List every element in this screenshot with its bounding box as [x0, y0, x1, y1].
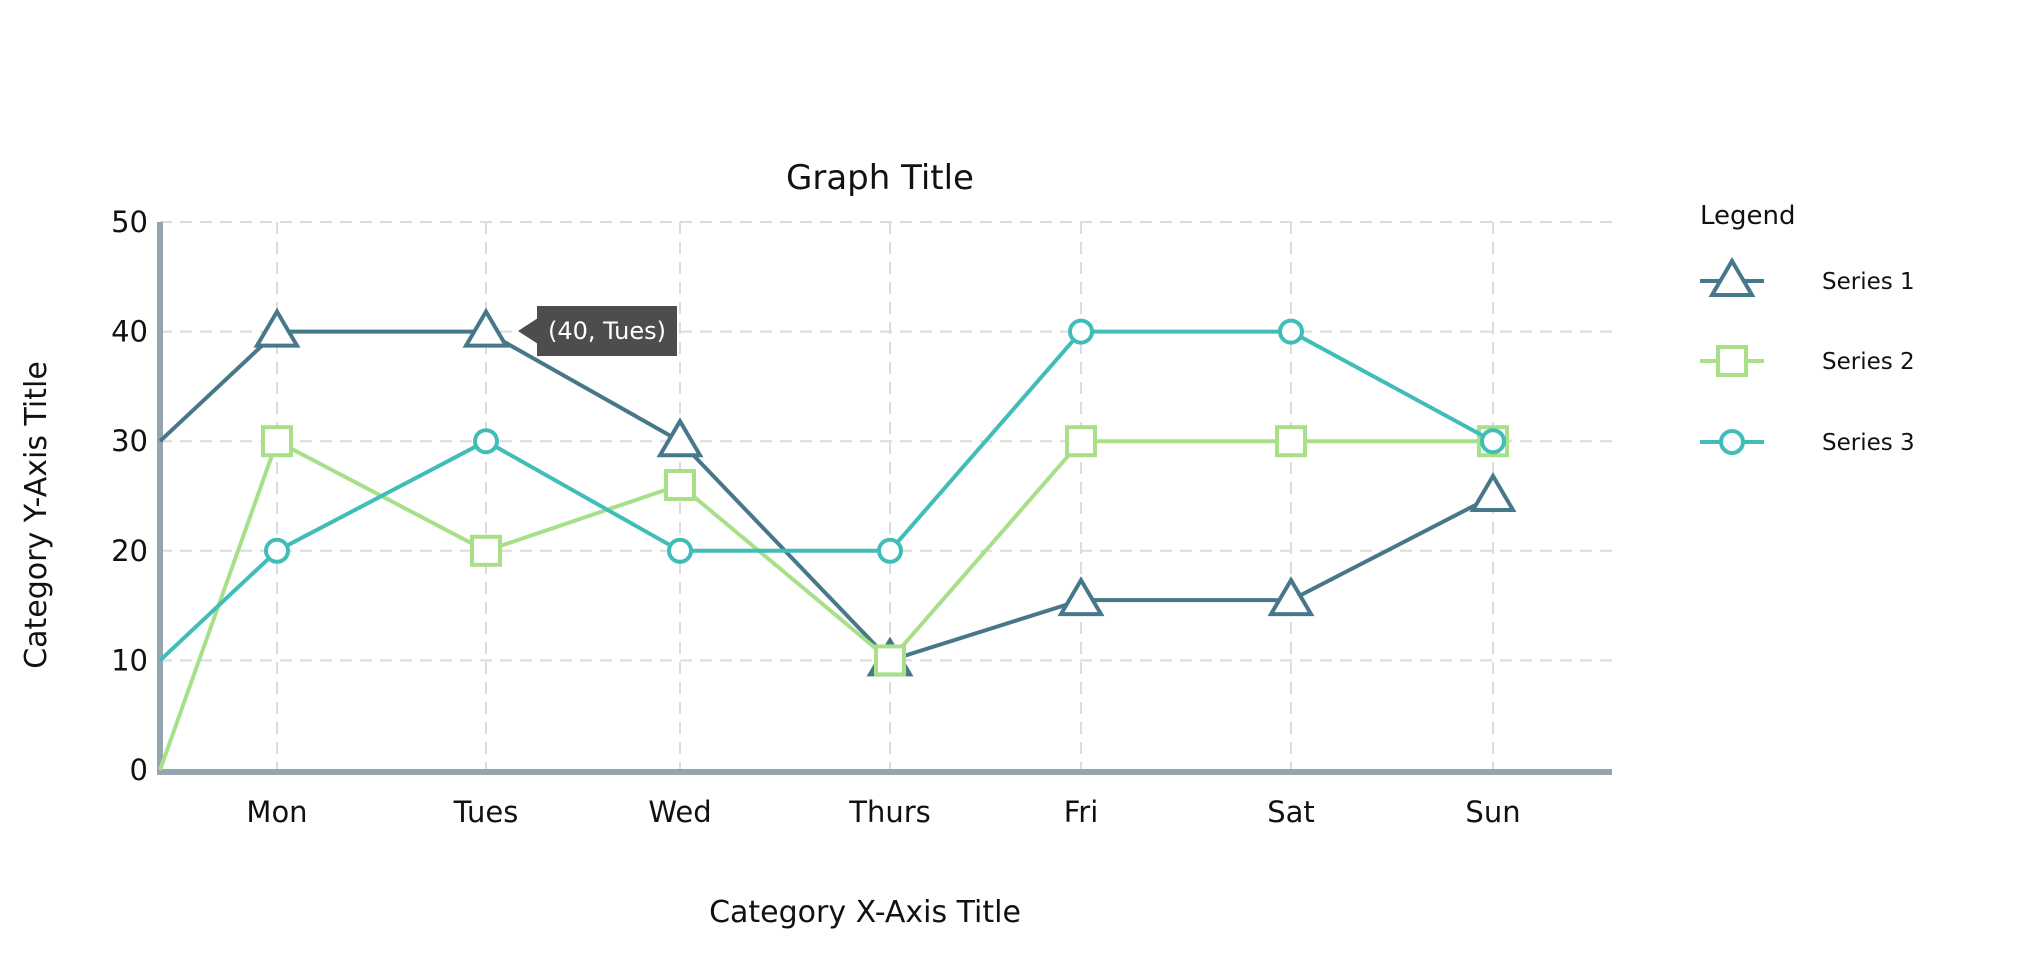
x-tick-label: Fri — [1064, 795, 1099, 829]
tooltip-text: (40, Tues) — [548, 317, 666, 345]
x-tick-label: Mon — [246, 795, 307, 829]
data-point-triangle — [462, 307, 510, 348]
data-point-circle — [877, 537, 903, 564]
data-point-circle — [1480, 428, 1506, 455]
x-tick-label: Wed — [648, 795, 711, 829]
legend-item-series-2: Series 2 — [1700, 345, 1915, 377]
y-tick-label: 20 — [111, 534, 148, 568]
x-tick-label: Thurs — [848, 795, 931, 829]
series-line — [158, 329, 1494, 662]
chart-title: Graph Title — [786, 158, 974, 198]
x-axis-ticks: Mon Tues Wed Thurs Fri Sat Sun — [246, 795, 1520, 829]
tooltip-box — [537, 306, 677, 356]
legend-square-icon — [1716, 345, 1748, 377]
data-point-square — [470, 534, 502, 567]
legend-label: Series 2 — [1822, 349, 1915, 375]
legend-label: Series 1 — [1822, 269, 1915, 295]
series-1 — [158, 307, 1517, 677]
y-tick-label: 0 — [130, 753, 148, 787]
data-point-triangle — [1267, 576, 1315, 617]
y-tick-label: 10 — [111, 643, 148, 677]
x-tick-label: Sun — [1465, 795, 1520, 829]
axes — [157, 222, 1612, 775]
data-point-circle — [264, 537, 290, 564]
series-2 — [158, 425, 1509, 771]
data-point-square — [1275, 425, 1307, 458]
data-point-circle — [1068, 318, 1094, 345]
data-point-triangle — [656, 417, 704, 458]
data-point-circle — [667, 537, 693, 564]
y-tick-label: 30 — [111, 424, 148, 458]
y-tick-label: 50 — [111, 205, 148, 239]
x-tick-label: Tues — [453, 795, 519, 829]
legend-triangle-icon — [1708, 257, 1756, 297]
y-axis-title: Category Y-Axis Title — [19, 361, 54, 669]
data-point-triangle — [253, 307, 301, 348]
series-line — [158, 439, 1493, 771]
legend: Legend Series 1 Series 2 Series 3 — [1700, 201, 1915, 456]
data-point-square — [1065, 425, 1097, 458]
data-point-square — [874, 644, 906, 677]
tooltip-pointer — [518, 318, 538, 344]
x-axis-title: Category X-Axis Title — [709, 895, 1021, 930]
x-tick-label: Sat — [1267, 795, 1315, 829]
legend-circle-icon — [1719, 429, 1745, 455]
data-point-square — [261, 425, 293, 458]
series-3 — [158, 318, 1506, 662]
legend-item-series-1: Series 1 — [1700, 257, 1915, 297]
data-point-tooltip: (40, Tues) — [518, 306, 677, 356]
y-axis-ticks: 0 10 20 30 40 50 — [111, 205, 148, 787]
data-point-circle — [473, 428, 499, 455]
legend-item-series-3: Series 3 — [1700, 429, 1915, 456]
y-tick-label: 40 — [111, 315, 148, 349]
data-point-square — [664, 469, 696, 502]
data-point-triangle — [1469, 472, 1517, 512]
legend-label: Series 3 — [1822, 430, 1915, 456]
data-point-circle — [1278, 318, 1304, 345]
data-point-triangle — [1057, 576, 1105, 617]
legend-title: Legend — [1700, 201, 1796, 231]
series-layer — [158, 307, 1517, 771]
